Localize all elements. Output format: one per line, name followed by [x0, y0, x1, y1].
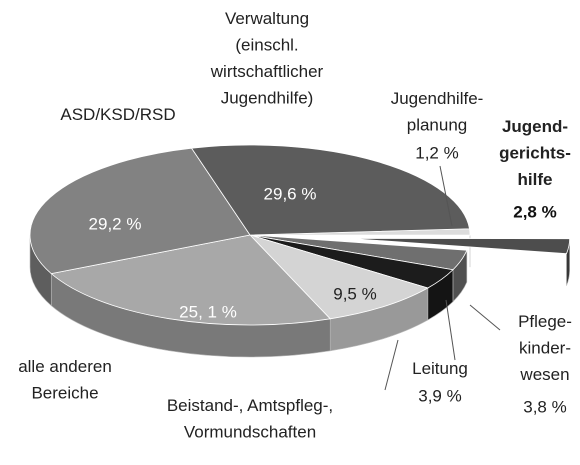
slice-label: Jugend-gerichts-hilfe — [499, 117, 571, 189]
pie-slice — [248, 234, 429, 320]
label-line: Verwaltung — [225, 9, 309, 28]
label-line: planung — [407, 116, 468, 135]
slice-label: Pflege-kinder-wesen — [518, 312, 572, 384]
leader-line — [384, 339, 399, 391]
slice-label: Leitung — [412, 359, 468, 378]
leader-line — [439, 165, 453, 227]
value-label: 2,8 % — [513, 202, 556, 221]
value-label: 29,6 % — [264, 184, 317, 203]
label-line: hilfe — [518, 170, 553, 189]
label-line: ASD/KSD/RSD — [60, 105, 175, 124]
label-line: Bereiche — [31, 384, 98, 403]
value-label: 29,2 % — [89, 214, 142, 233]
slice-label: ASD/KSD/RSD — [60, 105, 175, 124]
value-label: 3,8 % — [523, 397, 566, 416]
label-line: Jugendhilfe- — [391, 89, 484, 108]
leader-line — [469, 304, 501, 331]
label-line: Leitung — [412, 359, 468, 378]
label-line: gerichts- — [499, 144, 571, 163]
slice-label: Verwaltung (einschl. wirtschaftlicher Jugen… — [210, 9, 324, 108]
label-line: kinder- — [519, 339, 571, 358]
label-line: wesen — [519, 365, 569, 384]
pie-slice — [190, 144, 470, 236]
value-label: 3,9 % — [418, 386, 461, 405]
label-line: Vormundschaften — [184, 423, 316, 442]
slice-label: alle anderen Bereiche — [18, 357, 112, 403]
slice-label: Jugendhilfe-planung — [391, 89, 484, 135]
leader-line — [445, 299, 456, 361]
label-line: alle anderen — [18, 357, 112, 376]
label-line: Beistand-, Amtspfleg-, — [167, 396, 333, 415]
value-label: 1,2 % — [415, 143, 458, 162]
label-line: wirtschaftlicher — [210, 62, 324, 81]
slice-label: Beistand-, Amtspfleg-, Vormundschaften — [167, 396, 333, 442]
pie-slice — [29, 147, 251, 275]
value-label: 25, 1 % — [179, 302, 237, 321]
value-label: 9,5 % — [333, 284, 376, 303]
label-line: Jugendhilfe) — [221, 89, 314, 108]
label-line: (einschl. — [235, 36, 298, 55]
pie-slice — [50, 234, 332, 326]
label-line: Pflege- — [518, 312, 572, 331]
label-line: Jugend- — [502, 117, 568, 136]
pie-slice — [349, 238, 571, 255]
